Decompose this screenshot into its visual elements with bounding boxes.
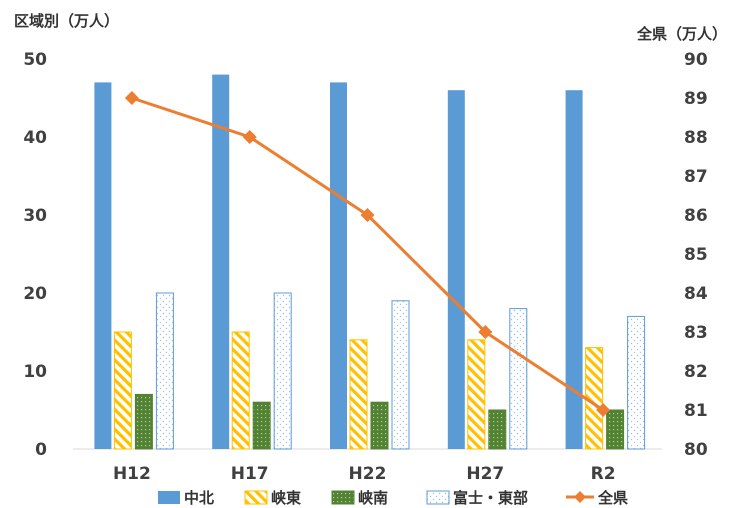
total-marker-R2 bbox=[596, 403, 611, 417]
total-marker-H12 bbox=[124, 91, 139, 105]
right-tick-label: 88 bbox=[684, 128, 708, 148]
right-tick-label: 85 bbox=[684, 245, 708, 265]
right-tick-label: 89 bbox=[684, 89, 708, 109]
right-tick-label: 83 bbox=[684, 323, 708, 343]
legend-label: 全県 bbox=[597, 489, 628, 507]
bar-3-H17 bbox=[252, 401, 271, 450]
legend-swatch-4 bbox=[426, 490, 450, 505]
right-tick-label: 86 bbox=[684, 206, 708, 226]
left-tick-label: 50 bbox=[23, 50, 47, 70]
right-tick-label: 81 bbox=[684, 401, 708, 421]
bar-4-H17 bbox=[273, 292, 292, 450]
bar-1-H12 bbox=[94, 82, 112, 450]
category-label: R2 bbox=[591, 464, 616, 484]
right-tick-label: 87 bbox=[684, 167, 708, 187]
legend-label: 峡東 bbox=[271, 489, 301, 507]
total-marker-H27 bbox=[478, 325, 493, 339]
category-label: H27 bbox=[466, 464, 504, 484]
left-axis-title: 区域別（万人） bbox=[14, 12, 119, 30]
bars bbox=[94, 74, 646, 450]
bar-3-H22 bbox=[370, 401, 389, 450]
left-tick-label: 40 bbox=[23, 128, 47, 148]
left-axis-ticks: 0 10 20 30 40 50 bbox=[23, 50, 47, 460]
total-marker-H17 bbox=[242, 130, 257, 144]
bar-1-H27 bbox=[447, 90, 465, 449]
right-tick-label: 82 bbox=[684, 362, 708, 382]
bar-2-H17 bbox=[231, 331, 250, 450]
bar-3-H27 bbox=[488, 409, 507, 450]
legend: 中北 峡東 峡南 富士・東部 全県 bbox=[158, 489, 628, 507]
right-axis-title: 全県（万人） bbox=[636, 25, 727, 43]
bar-4-H27 bbox=[509, 308, 528, 450]
legend-swatch-1 bbox=[158, 491, 180, 504]
legend-swatch-2 bbox=[244, 490, 268, 505]
category-labels: H12 H17 H22 H27 R2 bbox=[113, 464, 616, 484]
category-label: H17 bbox=[231, 464, 269, 484]
bar-4-R2 bbox=[627, 315, 646, 450]
category-label: H22 bbox=[349, 464, 387, 484]
right-tick-label: 90 bbox=[684, 50, 708, 70]
bar-1-R2 bbox=[565, 90, 583, 449]
bar-2-R2 bbox=[585, 347, 604, 450]
left-tick-label: 30 bbox=[23, 206, 47, 226]
total-marker-H22 bbox=[360, 208, 375, 222]
right-tick-label: 80 bbox=[684, 440, 708, 460]
left-tick-label: 0 bbox=[35, 440, 47, 460]
left-tick-label: 10 bbox=[23, 362, 47, 382]
bar-2-H12 bbox=[113, 331, 132, 450]
category-label: H12 bbox=[113, 464, 151, 484]
total-line-series bbox=[124, 91, 611, 417]
bar-3-R2 bbox=[606, 409, 625, 450]
bar-1-H22 bbox=[330, 82, 347, 450]
right-axis-ticks: 80 81 82 83 84 85 86 87 88 89 90 bbox=[684, 50, 708, 460]
legend-label: 富士・東部 bbox=[453, 489, 528, 507]
legend-swatch-3 bbox=[331, 490, 355, 505]
bar-2-H27 bbox=[467, 339, 486, 450]
right-tick-label: 84 bbox=[684, 284, 708, 304]
bar-1-H17 bbox=[212, 74, 230, 449]
legend-diamond-icon bbox=[574, 491, 586, 503]
legend-label: 中北 bbox=[184, 489, 214, 507]
bar-2-H22 bbox=[349, 339, 368, 450]
bar-3-H12 bbox=[134, 393, 153, 450]
bar-4-H12 bbox=[155, 292, 174, 450]
bar-4-H22 bbox=[391, 300, 410, 450]
left-tick-label: 20 bbox=[23, 284, 47, 304]
legend-label: 峡南 bbox=[358, 489, 388, 507]
